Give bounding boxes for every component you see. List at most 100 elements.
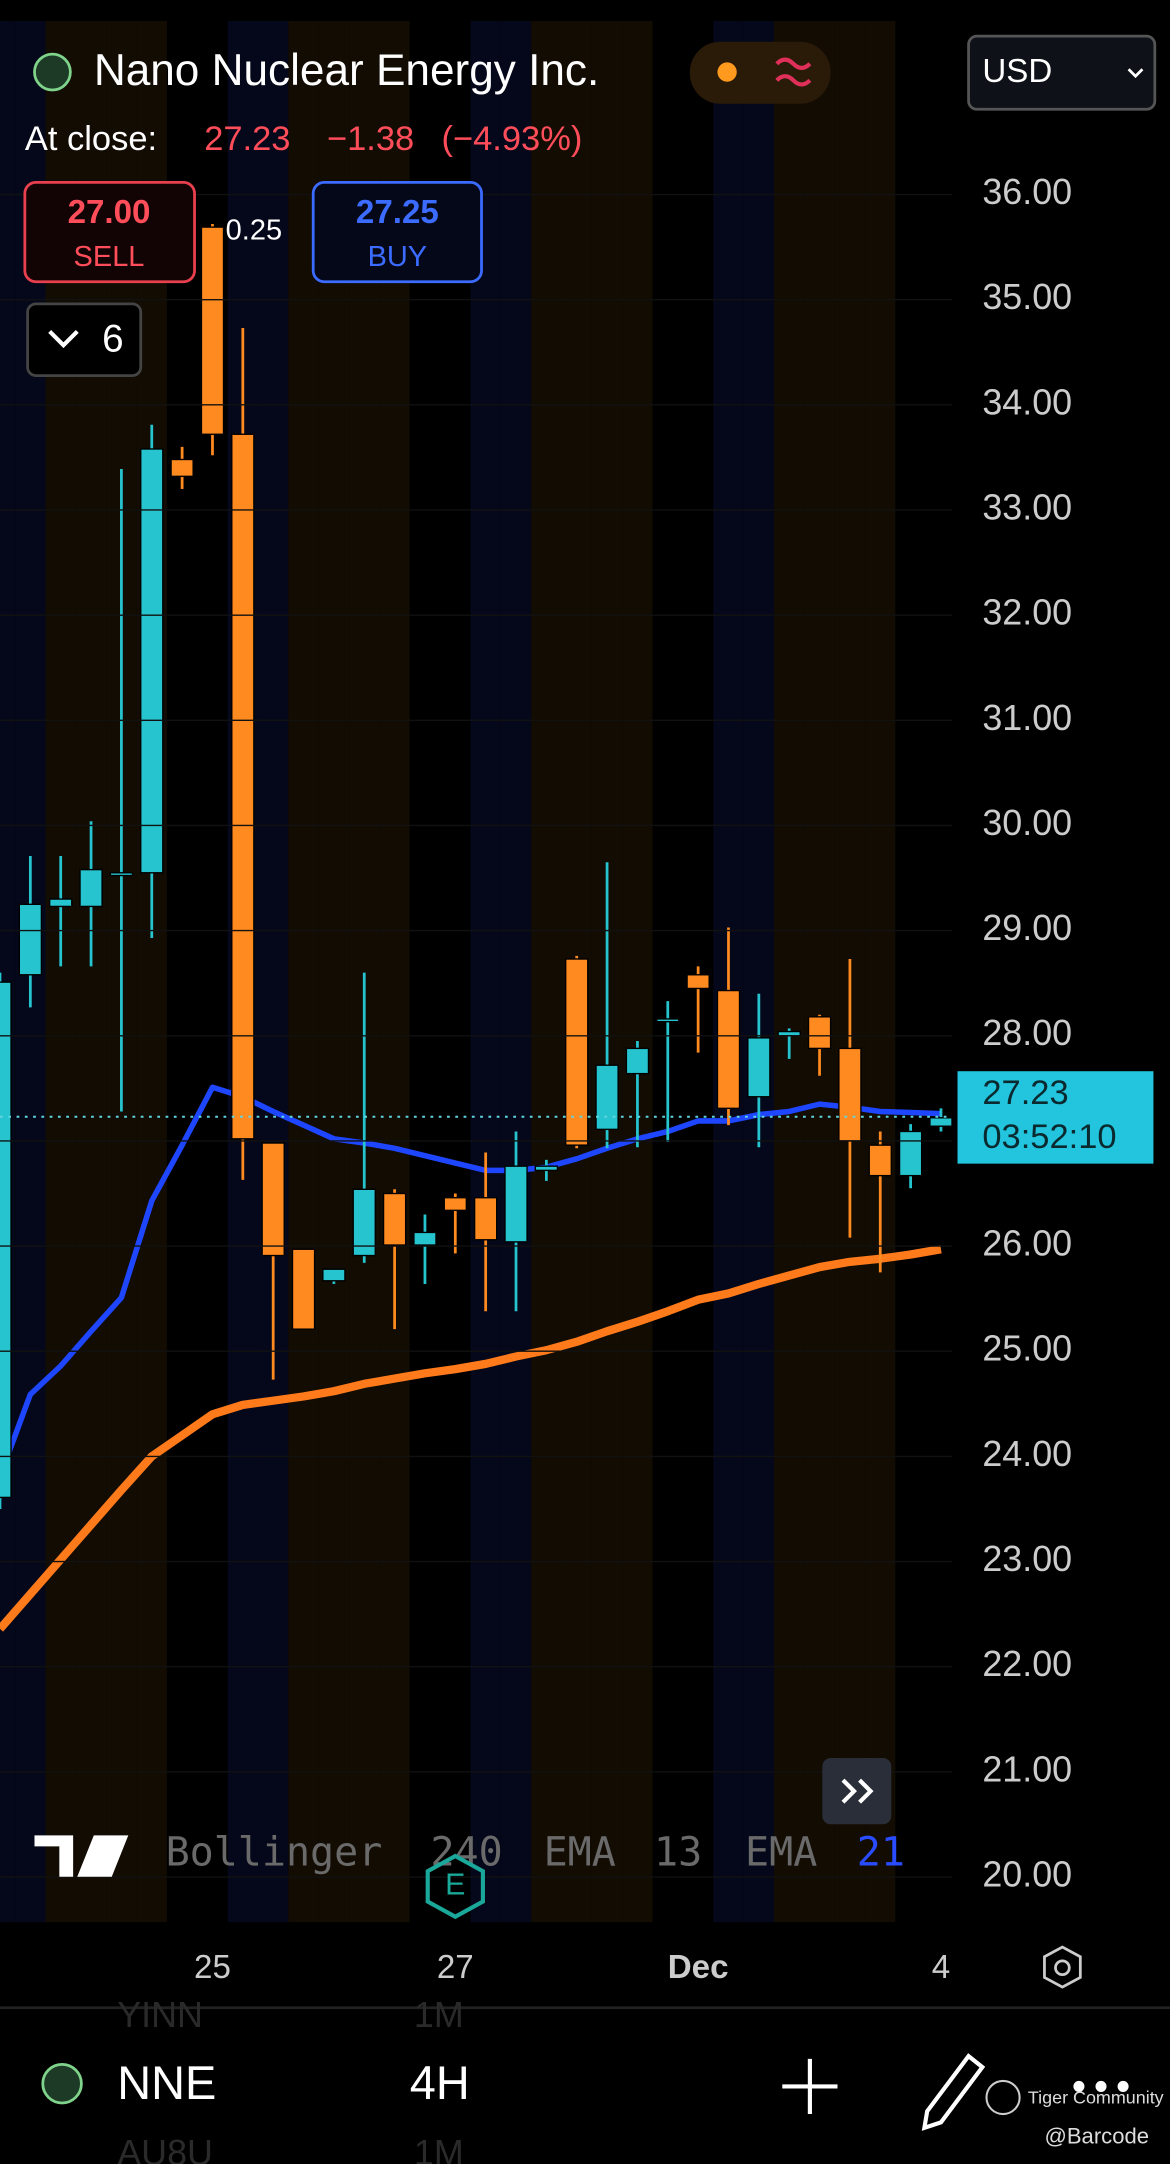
candle-body — [747, 1037, 771, 1098]
sell-button[interactable] — [23, 181, 196, 284]
ghost-symbol: YINN — [117, 1995, 203, 2035]
candle-body — [807, 1016, 832, 1050]
y-tick-label: 33.00 — [982, 487, 1072, 527]
candle-body — [0, 981, 12, 1499]
candle-body — [716, 989, 741, 1110]
candle-body — [898, 1130, 923, 1177]
y-tick-label: 36.00 — [982, 172, 1072, 212]
watermark: Tiger Community — [1028, 2088, 1164, 2108]
x-tick-label: 4 — [932, 1949, 950, 1986]
close-price: 27.23 — [204, 120, 290, 158]
session-band — [166, 20, 198, 1923]
candle-body — [625, 1047, 650, 1075]
settings-icon[interactable] — [1043, 1945, 1082, 1989]
candle-body — [564, 958, 589, 1146]
y-tick-label: 26.00 — [982, 1224, 1072, 1264]
watermark-logo — [985, 2079, 1021, 2116]
symbol-logo — [41, 2062, 83, 2105]
tv-logo — [34, 1835, 129, 1877]
session-band — [743, 20, 775, 1923]
session-band — [925, 20, 953, 1923]
more-dot[interactable] — [1117, 2080, 1129, 2092]
x-tick-label: Dec — [668, 1949, 729, 1986]
more-dot[interactable] — [1073, 2080, 1085, 2092]
candle-body — [200, 226, 225, 435]
buy-price: 27.25 — [356, 194, 439, 231]
legend-item: 240 — [430, 1830, 502, 1876]
price-tag-value: 27.23 — [982, 1074, 1068, 1112]
change: −1.38 — [327, 120, 414, 158]
candle-body — [473, 1197, 498, 1241]
sell-label: SELL — [74, 241, 145, 273]
price-tag — [957, 1071, 1154, 1164]
y-tick-label: 28.00 — [982, 1013, 1072, 1053]
candle-body — [534, 1165, 559, 1172]
countdown: 03:52:10 — [982, 1118, 1116, 1156]
x-tick-label: 27 — [437, 1949, 474, 1986]
draw-button[interactable] — [921, 2053, 986, 2131]
time-axis — [0, 1925, 1170, 2008]
y-tick-label: 31.00 — [982, 698, 1072, 738]
candle-body — [443, 1197, 468, 1212]
candle-body — [48, 898, 73, 908]
spread: 0.25 — [226, 215, 282, 247]
legend-item: Bollinger — [166, 1830, 383, 1876]
candle-body — [413, 1231, 437, 1246]
price-axis: 20.00 21.00 22.00 23.00 24.00 25.00 26.00 27.00… — [0, 172, 1154, 1894]
y-tick-label: 25.00 — [982, 1329, 1072, 1369]
session-band — [622, 20, 653, 1923]
session-band — [500, 20, 532, 1923]
session-band — [136, 20, 167, 1923]
y-tick-label: 34.00 — [982, 382, 1072, 422]
candle-body — [322, 1268, 346, 1282]
session-band — [895, 20, 926, 1923]
y-tick-label: 35.00 — [982, 277, 1072, 317]
more-dot[interactable] — [1095, 2080, 1107, 2092]
y-tick-label: 23.00 — [982, 1539, 1072, 1579]
candle-body — [838, 1047, 862, 1142]
candle-body — [140, 448, 164, 874]
y-tick-label: 29.00 — [982, 908, 1072, 948]
earnings-marker[interactable] — [425, 1853, 485, 1920]
ema-line — [0, 1084, 942, 1478]
y-tick-label: 24.00 — [982, 1434, 1072, 1474]
indicator-legend: Bollinger 240 EMA 13 EMA 21 — [166, 1830, 905, 1876]
interval[interactable]: 4H — [410, 2057, 470, 2109]
session-band — [865, 20, 896, 1923]
candle-body — [18, 903, 43, 976]
ghost-interval: 1M — [414, 2133, 464, 2164]
session-toggle[interactable] — [689, 41, 831, 104]
indicator-toggle[interactable] — [26, 302, 143, 377]
plot-area — [0, 223, 953, 1632]
at-close-label: At close: — [25, 120, 157, 158]
y-tick-label: 20.00 — [982, 1854, 1072, 1894]
candle-body — [109, 872, 134, 877]
candle-body — [868, 1144, 892, 1177]
logo — [33, 52, 72, 92]
session-band — [531, 20, 562, 1923]
settings-icon-center — [1054, 1959, 1071, 1977]
ghost-symbol: AU8U — [117, 2133, 213, 2164]
session-band — [349, 20, 380, 1923]
candle-body — [170, 458, 194, 478]
legend-item: EMA — [544, 1830, 616, 1876]
buy-label: BUY — [368, 241, 428, 273]
legend-item: 21 — [857, 1830, 905, 1876]
candle-body — [595, 1064, 619, 1131]
y-tick-label: 21.00 — [982, 1749, 1072, 1789]
y-tick-label: 32.00 — [982, 593, 1072, 633]
currency-select[interactable] — [967, 34, 1157, 111]
candle-body — [656, 1018, 680, 1023]
session-band — [379, 20, 410, 1923]
session-band — [0, 20, 16, 1923]
session-band — [470, 20, 501, 1923]
chevron — [1127, 68, 1144, 79]
buy-button[interactable] — [311, 181, 483, 284]
symbol[interactable]: NNE — [117, 2057, 216, 2109]
candle-body — [291, 1248, 316, 1330]
chevron — [48, 329, 79, 349]
session-band — [288, 20, 319, 1923]
add-button[interactable] — [782, 2058, 838, 2115]
candle-body — [261, 1142, 285, 1257]
